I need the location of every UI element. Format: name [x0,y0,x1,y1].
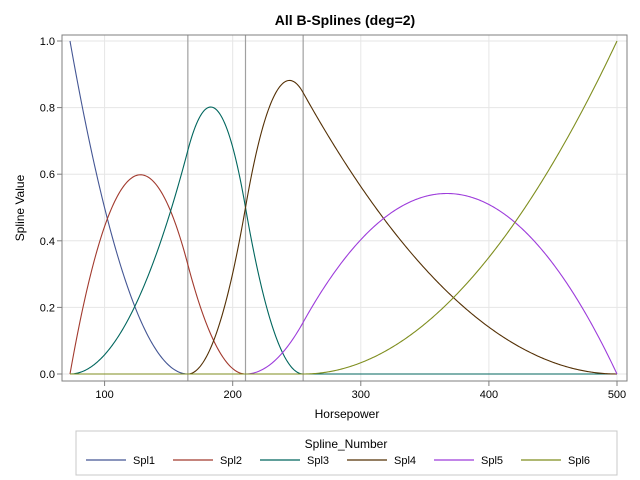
legend-label-spl1: Spl1 [133,455,155,467]
legend-label-spl3: Spl3 [307,455,329,467]
x-tick-label: 100 [95,389,113,401]
legend-items: Spl1 Spl2 Spl3 Spl4 Spl5 Spl6 [86,455,590,467]
y-tick-label: 0.6 [40,169,55,181]
plot-background [62,35,627,381]
x-axis-ticks: 100 200 300 400 500 [95,381,626,401]
legend: Spline_Number Spl1 Spl2 Spl3 Spl4 Spl5 Spl6 [75,430,618,476]
legend-label-spl4: Spl4 [394,455,416,467]
series-line-spl6 [70,40,618,375]
x-tick-label: 500 [608,389,626,401]
series-line-spl3 [69,106,617,375]
spline-curves [69,40,618,375]
legend-label-spl2: Spl2 [220,455,242,467]
x-tick-label: 400 [480,389,498,401]
plot-area [62,35,627,381]
y-tick-label: 0.2 [40,302,55,314]
legend-label-spl5: Spl5 [481,455,503,467]
y-axis-ticks: 0.0 0.2 0.4 0.6 0.8 1.0 [40,36,62,381]
plot-border [61,34,628,382]
plot-frame [61,34,628,382]
x-tick-label: 200 [224,389,242,401]
legend-label-spl6: Spl6 [568,455,590,467]
y-tick-label: 0.0 [40,369,55,381]
chart-title: All B-Splines (deg=2) [275,12,415,28]
y-tick-label: 0.8 [40,103,55,115]
y-tick-label: 0.4 [40,236,55,248]
x-tick-label: 300 [352,389,370,401]
legend-box [75,430,618,476]
y-axis-label: Spline Value [13,174,27,241]
legend-title: Spline_Number [305,437,388,451]
y-tick-label: 1.0 [40,36,55,48]
x-axis-label: Horsepower [315,407,380,421]
